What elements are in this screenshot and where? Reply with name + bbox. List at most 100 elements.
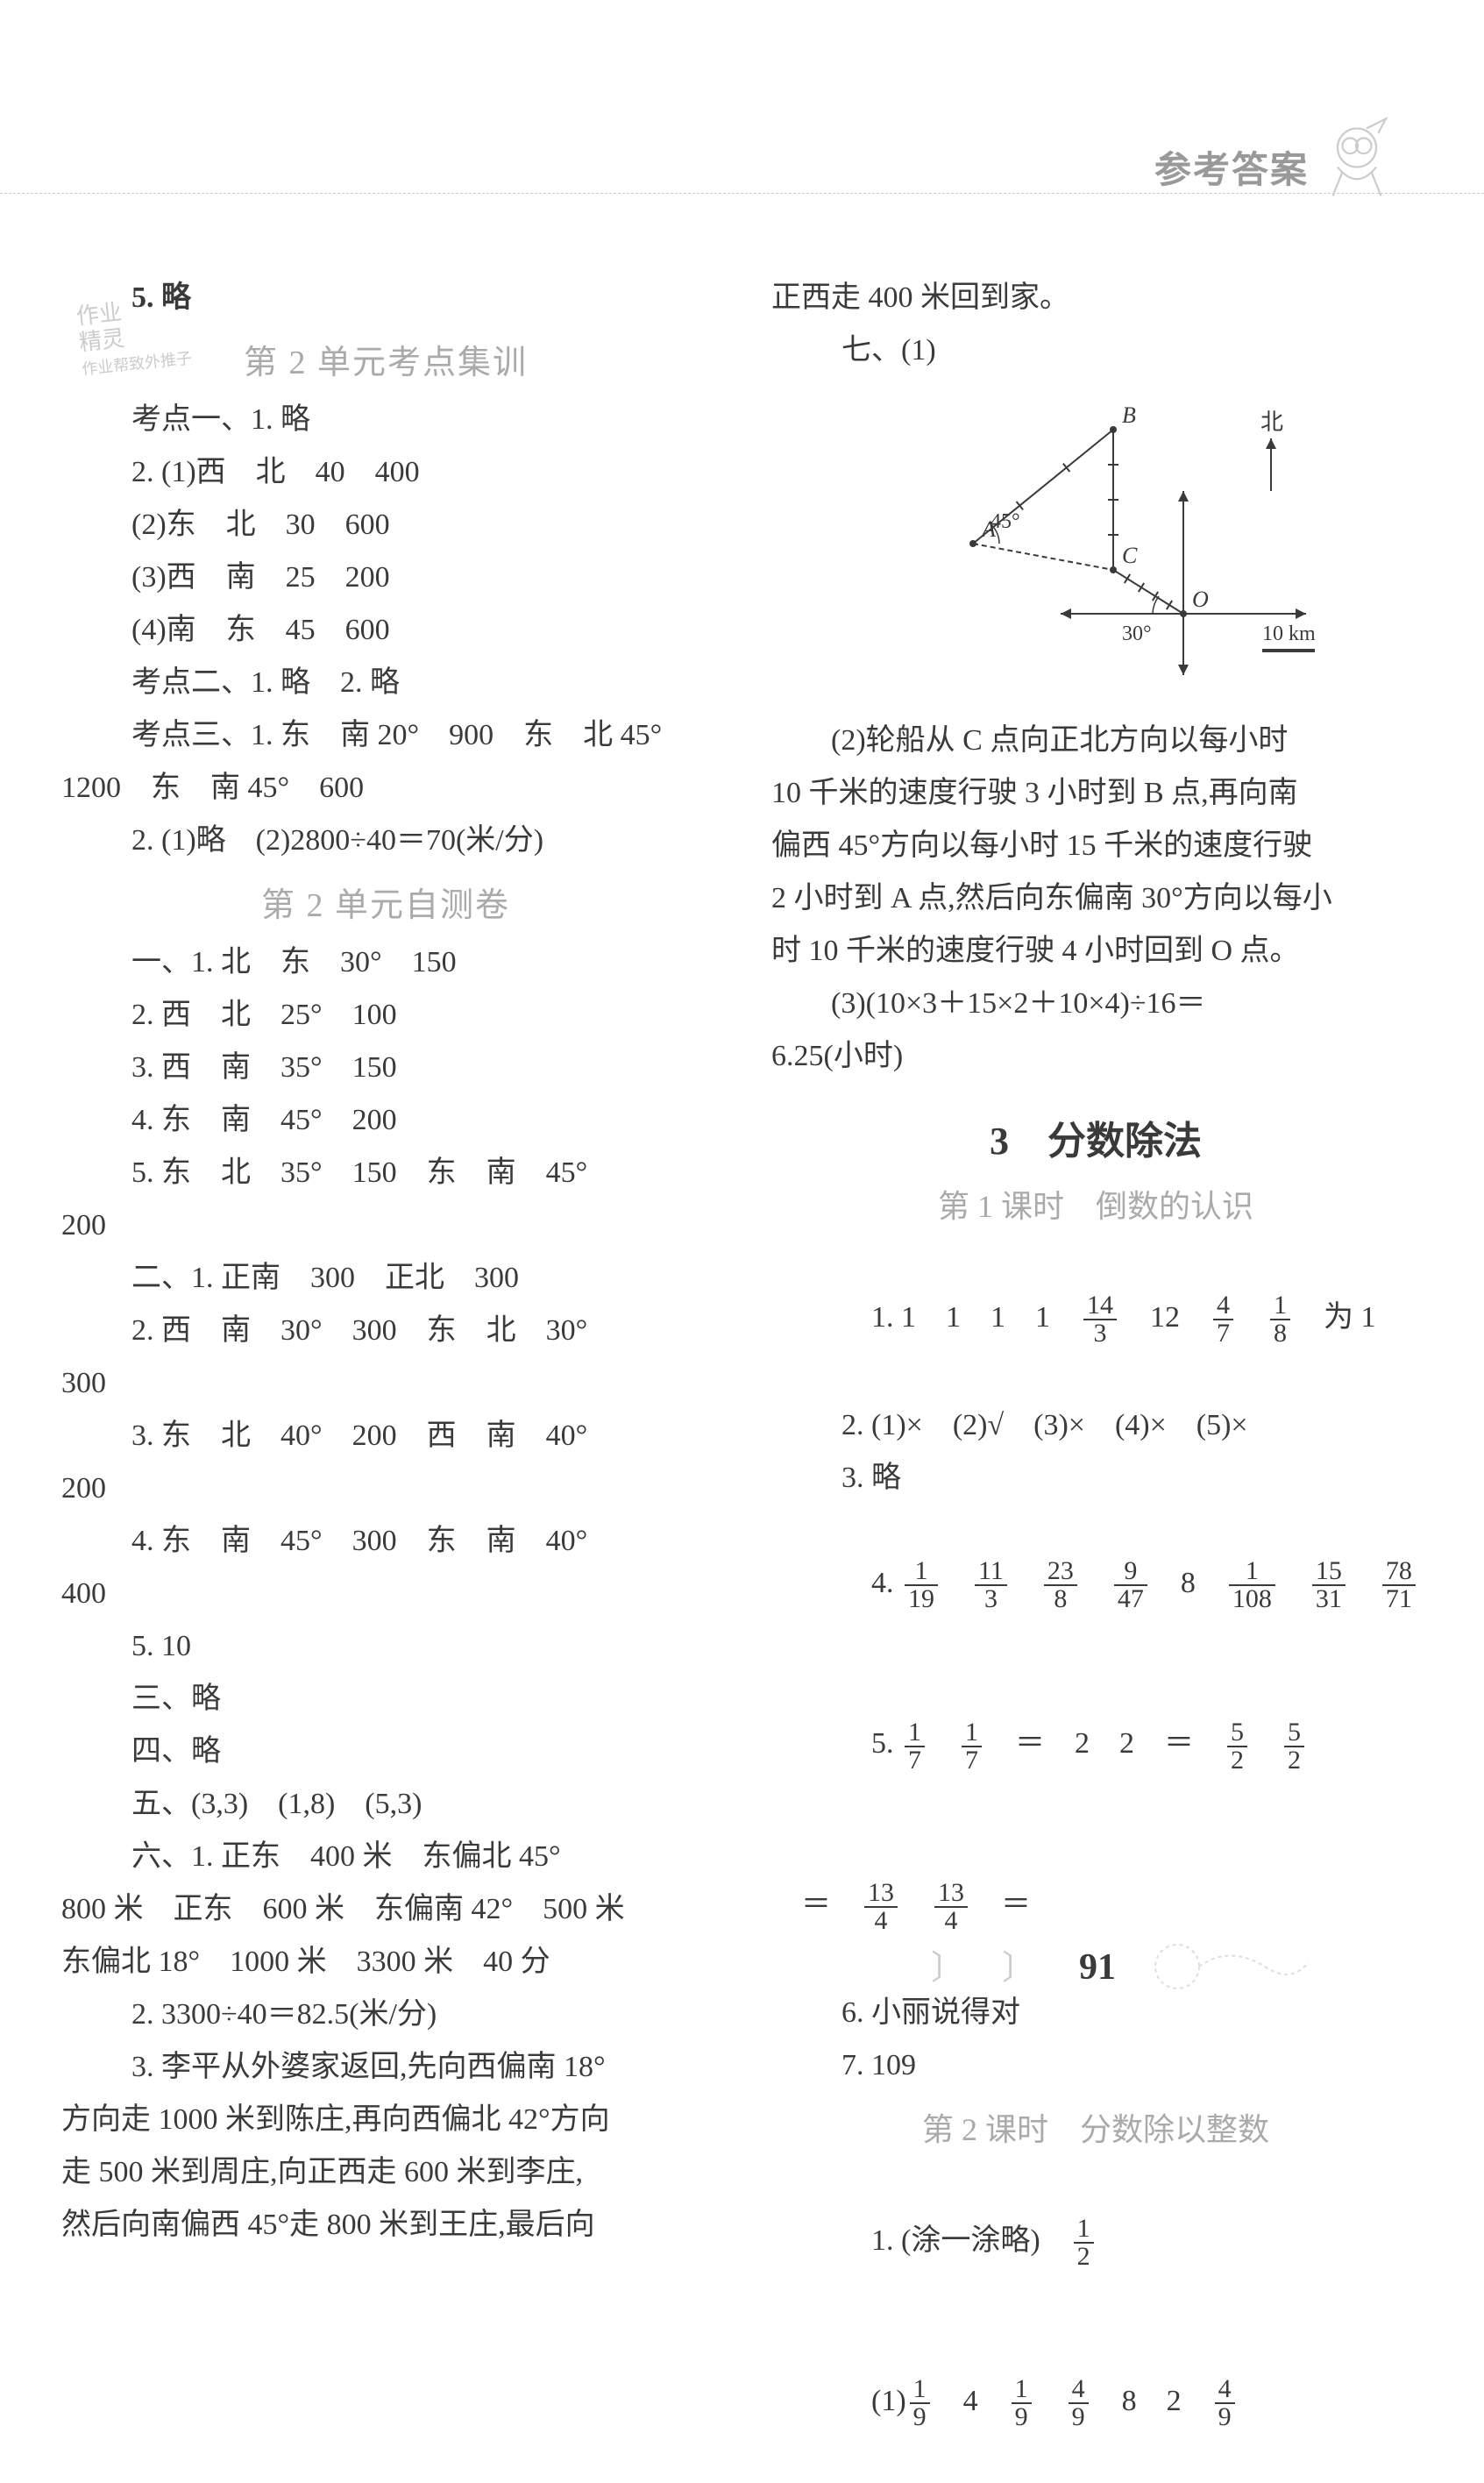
text: 一、1. 北 东 30° 150 [61,936,710,989]
text: 2. (1)西 北 40 400 [61,446,710,499]
footer-decoration-icon [1151,1936,1309,1997]
answer-q5a: 5. 17 17 ＝ 2 2 ＝ 52 52 [771,1665,1420,1825]
text: 8 [1151,1567,1225,1599]
fraction: 17 [905,1719,925,1774]
text: 800 米 正东 600 米 东偏南 42° 500 米 [61,1883,710,1936]
text: 4. 东 南 45° 200 [61,1094,710,1147]
left-column: 5. 略 第 2 单元考点集训 考点一、1. 略 2. (1)西 北 40 40… [61,272,710,2252]
text: 400 [61,1568,710,1620]
text: 2. 西 南 30° 300 东 北 30° [61,1305,710,1357]
text: (1) [871,2385,906,2417]
text: 2. (1)× (2)√ (3)× (4)× (5)× [771,1399,1420,1452]
text: 考点二、1. 略 2. 略 [61,657,710,709]
fraction: 134 [864,1880,898,1934]
fraction: 947 [1114,1558,1147,1612]
chapter-heading: 3 分数除法 [771,1109,1420,1165]
text: 7. 109 [771,2039,1420,2092]
text: 东偏北 18° 1000 米 3300 米 40 分 [61,1936,710,1989]
text: ＝ 2 2 ＝ [985,1727,1224,1760]
text: 6. 小丽说得对 [771,1987,1420,2039]
text: 4 [934,2385,1008,2417]
svg-text:B: B [1122,402,1136,428]
fraction: 49 [1215,2376,1235,2430]
fraction: 113 [975,1558,1007,1612]
fraction: 7871 [1382,1558,1416,1612]
text: 三、略 [61,1673,710,1725]
text: 8 2 [1092,2385,1211,2417]
text: 方向走 1000 米到陈庄,再向西偏北 42°方向 [61,2094,710,2146]
text: 七、(1) [771,324,1420,377]
text: ＝ [971,1889,1031,1921]
text: 偏西 45°方向以每小时 15 千米的速度行驶 [771,820,1420,872]
fraction: 19 [1012,2376,1032,2430]
text [1035,2385,1065,2417]
geometry-diagram: OCBA45°30°北10 km [859,386,1350,701]
fraction: 18 [1270,1292,1290,1347]
text: 四、略 [61,1725,710,1778]
fraction: 17 [962,1719,982,1774]
section-heading: 第 2 单元考点集训 [61,335,710,383]
fraction: 47 [1213,1292,1233,1347]
page-title: 参考答案 [1154,140,1309,194]
text: 2 小时到 A 点,然后向东偏南 30°方向以每小 [771,872,1420,925]
text: 1. 1 1 1 1 [871,1301,1080,1334]
text: (2)轮船从 C 点向正北方向以每小时 [771,715,1420,767]
svg-text:30°: 30° [1122,623,1152,645]
fraction: 143 [1083,1292,1117,1347]
text: 3. 略 [771,1452,1420,1505]
text: (3)(10×3＋15×2＋10×4)÷16＝ [771,978,1420,1030]
text: 1200 东 南 45° 600 [61,762,710,815]
lesson-heading: 第 2 课时 分数除以整数 [771,2104,1420,2150]
fraction: 1108 [1229,1558,1275,1612]
fraction: 1531 [1312,1558,1346,1612]
text: 为 1 [1294,1301,1376,1334]
text: (4)南 东 45 600 [61,604,710,657]
fraction: 119 [905,1558,938,1612]
fraction: 238 [1044,1558,1077,1612]
right-column: 正西走 400 米回到家。 七、(1) OCBA45°30°北10 km (2)… [771,272,1420,2483]
text: (3)西 南 25 200 [61,551,710,604]
text: 5. 10 [61,1620,710,1673]
fraction: 52 [1227,1719,1247,1774]
text: 六、1. 正东 400 米 东偏北 45° [61,1831,710,1883]
text: ＝ [801,1889,861,1921]
text: 时 10 千米的速度行驶 4 小时回到 O 点。 [771,925,1420,978]
text: 10 千米的速度行驶 3 小时到 B 点,再向南 [771,767,1420,820]
svg-text:O: O [1192,587,1209,612]
text: 4. [871,1567,901,1599]
page-number: 91 [1079,1946,1116,1989]
fraction: 49 [1069,2376,1089,2430]
text: 考点一、1. 略 [61,394,710,446]
text: 然后向南偏西 45°走 800 米到王庄,最后向 [61,2199,710,2252]
text: 3. 西 南 35° 150 [61,1042,710,1094]
text: 走 500 米到周庄,向正西走 600 米到李庄, [61,2146,710,2199]
text: 五、(3,3) (1,8) (5,3) [61,1778,710,1831]
text: 2. (1)略 (2)2800÷40＝70(米/分) [61,815,710,867]
text: 200 [61,1199,710,1252]
text [1237,1301,1267,1334]
text: 6.25(小时) [771,1030,1420,1083]
text: (2)东 北 30 600 [61,499,710,551]
text: 考点三、1. 东 南 20° 900 东 北 45° [61,709,710,762]
text: 300 [61,1357,710,1410]
fraction: 52 [1284,1719,1304,1774]
text: 3. 东 北 40° 200 西 南 40° [61,1410,710,1462]
text: 3. 李平从外婆家返回,先向西偏南 18° [61,2041,710,2094]
text: 2. 西 北 25° 100 [61,989,710,1042]
text: 200 [61,1462,710,1515]
answer-q4: 4. 119 113 238 947 8 1108 1531 7871 [771,1505,1420,1665]
svg-text:10 km: 10 km [1262,623,1316,645]
text: 二、1. 正南 300 正北 300 [61,1252,710,1305]
fraction: 134 [934,1880,968,1934]
answer-q1: 1. 1 1 1 1 143 12 47 18 为 1 [771,1239,1420,1399]
text: 正西走 400 米回到家。 [771,272,1420,324]
section-heading: 第 2 单元自测卷 [61,878,710,926]
answer-q22: (1)19 4 19 49 8 2 49 [771,2323,1420,2483]
text: 2. 3300÷40＝82.5(米/分) [61,1989,710,2041]
text: 12 [1120,1301,1210,1334]
fraction: 12 [1074,2216,1094,2270]
footer-decoration-moons: 〕 〕 [931,1940,1046,1989]
answer-q21: 1. (涂一涂略) 12 [771,2162,1420,2323]
text: 5. 略 [61,272,710,324]
text: 5. 东 北 35° 150 东 南 45° [61,1147,710,1199]
